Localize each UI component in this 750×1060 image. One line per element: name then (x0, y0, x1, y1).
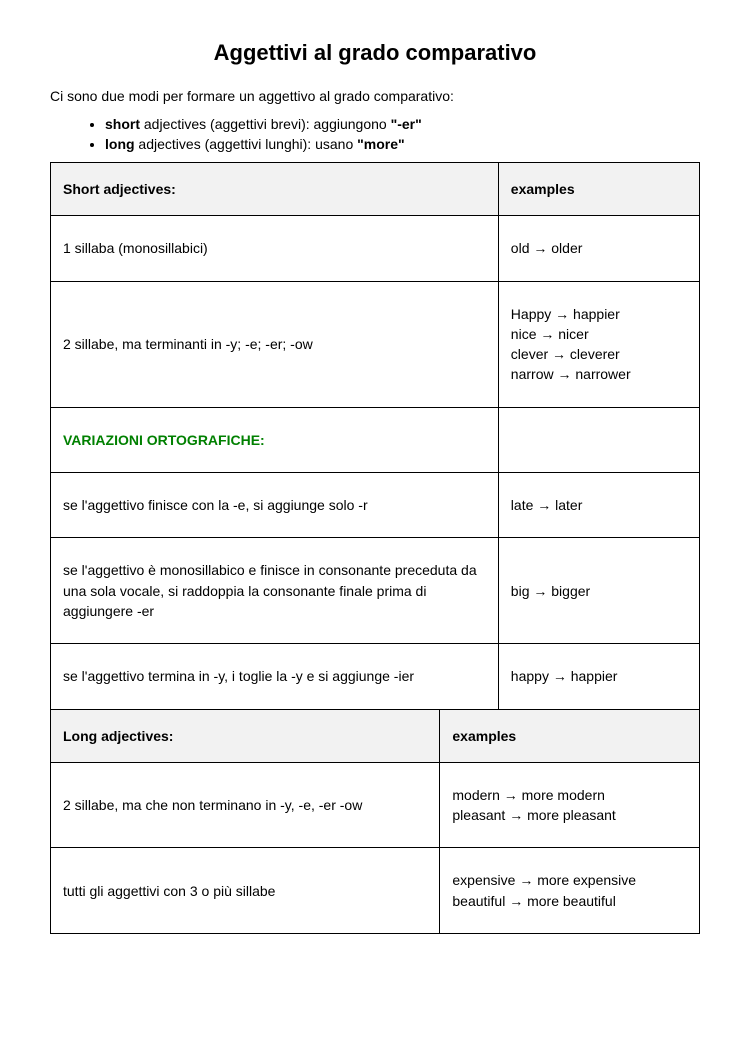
table-row: 1 sillaba (monosillabici) old → older (51, 216, 700, 281)
variazioni-heading: VARIAZIONI ORTOGRAFICHE: (63, 432, 265, 448)
table-header-row: Long adjectives: examples (51, 709, 700, 762)
example-cell: modern → more modernpleasant → more plea… (440, 762, 700, 848)
bullet1-mid: adjectives (aggettivi brevi): aggiungono (140, 116, 391, 132)
table-row: 2 sillabe, ma terminanti in -y; -e; -er;… (51, 281, 700, 407)
example-cell: old → older (498, 216, 699, 281)
list-item: short adjectives (aggettivi brevi): aggi… (105, 116, 700, 132)
bullet2-mid: adjectives (aggettivi lunghi): usano (135, 136, 358, 152)
rule-cell: se l'aggettivo finisce con la -e, si agg… (51, 473, 499, 538)
example-cell: big → bigger (498, 538, 699, 644)
long-adjectives-table: Long adjectives: examples 2 sillabe, ma … (50, 709, 700, 934)
header-right: examples (440, 709, 700, 762)
rule-cell: 2 sillabe, ma che non terminano in -y, -… (51, 762, 440, 848)
bullet1-prefix: short (105, 116, 140, 132)
table-row: 2 sillabe, ma che non terminano in -y, -… (51, 762, 700, 848)
table-row: VARIAZIONI ORTOGRAFICHE: (51, 407, 700, 472)
rule-cell: 1 sillaba (monosillabici) (51, 216, 499, 281)
rule-cell: tutti gli aggettivi con 3 o più sillabe (51, 848, 440, 934)
rule-cell: 2 sillabe, ma terminanti in -y; -e; -er;… (51, 281, 499, 407)
page-title: Aggettivi al grado comparativo (50, 40, 700, 66)
list-item: long adjectives (aggettivi lunghi): usan… (105, 136, 700, 152)
table-row: se l'aggettivo finisce con la -e, si agg… (51, 473, 700, 538)
example-cell: happy → happier (498, 644, 699, 709)
bullet1-suffix: "-er" (391, 116, 422, 132)
example-cell (498, 407, 699, 472)
table-row: se l'aggettivo termina in -y, i toglie l… (51, 644, 700, 709)
rule-cell: se l'aggettivo è monosillabico e finisce… (51, 538, 499, 644)
bullet-list: short adjectives (aggettivi brevi): aggi… (50, 116, 700, 152)
header-left: Short adjectives: (51, 163, 499, 216)
example-cell: expensive → more expensivebeautiful → mo… (440, 848, 700, 934)
rule-cell: VARIAZIONI ORTOGRAFICHE: (51, 407, 499, 472)
bullet2-suffix: "more" (357, 136, 405, 152)
bullet2-prefix: long (105, 136, 135, 152)
header-left: Long adjectives: (51, 709, 440, 762)
example-cell: Happy → happiernice → nicerclever → clev… (498, 281, 699, 407)
example-cell: late → later (498, 473, 699, 538)
intro-text: Ci sono due modi per formare un aggettiv… (50, 88, 700, 104)
table-row: tutti gli aggettivi con 3 o più sillabe … (51, 848, 700, 934)
header-right: examples (498, 163, 699, 216)
table-header-row: Short adjectives: examples (51, 163, 700, 216)
rule-cell: se l'aggettivo termina in -y, i toglie l… (51, 644, 499, 709)
table-row: se l'aggettivo è monosillabico e finisce… (51, 538, 700, 644)
short-adjectives-table: Short adjectives: examples 1 sillaba (mo… (50, 162, 700, 710)
